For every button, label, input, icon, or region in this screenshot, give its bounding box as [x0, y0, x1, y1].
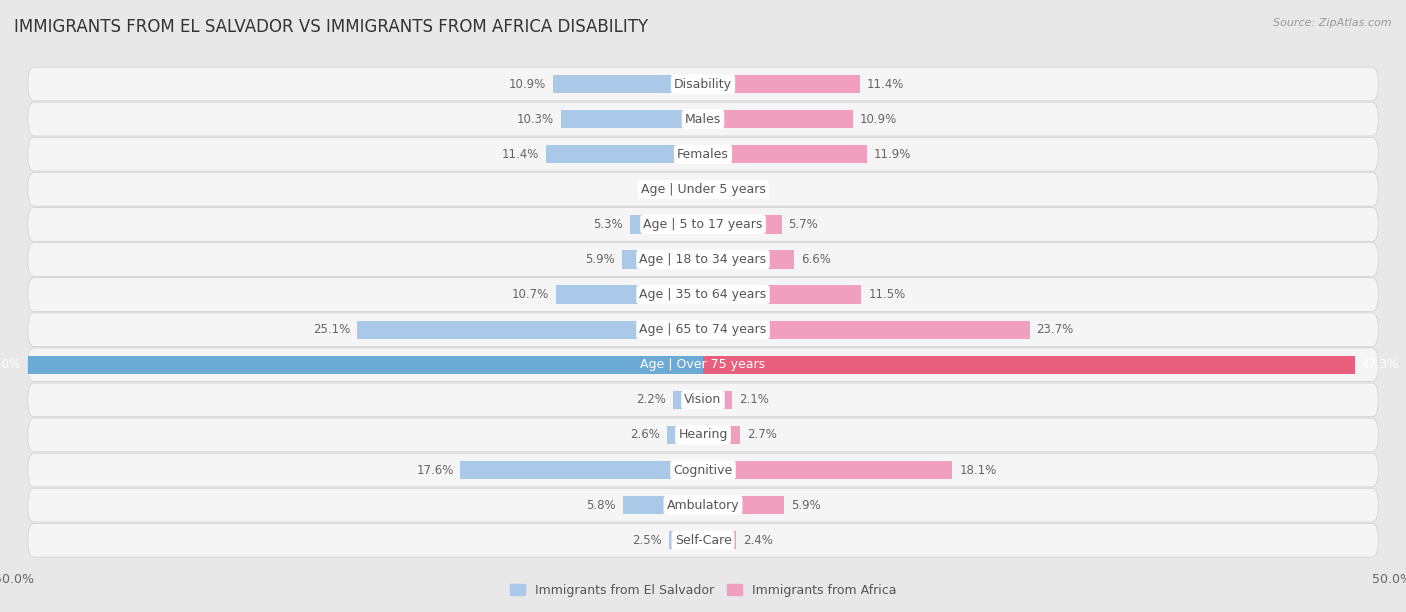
- Text: 23.7%: 23.7%: [1036, 323, 1074, 336]
- Text: 10.3%: 10.3%: [517, 113, 554, 125]
- Text: 5.8%: 5.8%: [586, 499, 616, 512]
- Text: 2.6%: 2.6%: [630, 428, 661, 441]
- FancyBboxPatch shape: [28, 102, 1378, 136]
- Bar: [621, 250, 703, 269]
- Bar: [703, 356, 1355, 374]
- Text: Females: Females: [678, 147, 728, 161]
- Text: Source: ZipAtlas.com: Source: ZipAtlas.com: [1274, 18, 1392, 28]
- Text: Cognitive: Cognitive: [673, 463, 733, 477]
- Text: 11.4%: 11.4%: [502, 147, 538, 161]
- Text: Vision: Vision: [685, 394, 721, 406]
- Bar: [669, 531, 703, 550]
- Text: 11.5%: 11.5%: [869, 288, 905, 301]
- Text: IMMIGRANTS FROM EL SALVADOR VS IMMIGRANTS FROM AFRICA DISABILITY: IMMIGRANTS FROM EL SALVADOR VS IMMIGRANT…: [14, 18, 648, 36]
- Text: 2.5%: 2.5%: [631, 534, 662, 547]
- FancyBboxPatch shape: [28, 137, 1378, 171]
- FancyBboxPatch shape: [28, 383, 1378, 417]
- Text: 25.1%: 25.1%: [314, 323, 350, 336]
- Text: 10.9%: 10.9%: [509, 78, 546, 91]
- Text: Disability: Disability: [673, 78, 733, 91]
- Bar: [561, 110, 703, 129]
- Text: Self-Care: Self-Care: [675, 534, 731, 547]
- Bar: [555, 285, 703, 304]
- Bar: [703, 250, 794, 269]
- Bar: [703, 215, 782, 234]
- Text: Age | 18 to 34 years: Age | 18 to 34 years: [640, 253, 766, 266]
- FancyBboxPatch shape: [28, 313, 1378, 346]
- Bar: [357, 321, 703, 339]
- Text: 5.3%: 5.3%: [593, 218, 623, 231]
- Bar: [703, 145, 868, 163]
- Text: 2.4%: 2.4%: [742, 534, 773, 547]
- FancyBboxPatch shape: [28, 242, 1378, 277]
- Bar: [703, 496, 785, 514]
- Bar: [668, 426, 703, 444]
- Bar: [630, 215, 703, 234]
- Bar: [703, 110, 853, 129]
- Text: Age | Over 75 years: Age | Over 75 years: [641, 358, 765, 371]
- Bar: [688, 180, 703, 198]
- FancyBboxPatch shape: [28, 418, 1378, 452]
- Text: 2.7%: 2.7%: [747, 428, 778, 441]
- Text: 49.0%: 49.0%: [0, 358, 21, 371]
- Text: 10.9%: 10.9%: [860, 113, 897, 125]
- Text: 18.1%: 18.1%: [959, 463, 997, 477]
- Text: Age | Under 5 years: Age | Under 5 years: [641, 183, 765, 196]
- Text: Males: Males: [685, 113, 721, 125]
- Text: Age | 35 to 64 years: Age | 35 to 64 years: [640, 288, 766, 301]
- Text: 5.9%: 5.9%: [585, 253, 614, 266]
- Text: 17.6%: 17.6%: [416, 463, 454, 477]
- Bar: [703, 390, 733, 409]
- Text: Hearing: Hearing: [678, 428, 728, 441]
- Bar: [703, 426, 740, 444]
- Bar: [553, 75, 703, 93]
- Text: 11.9%: 11.9%: [875, 147, 911, 161]
- Text: 47.3%: 47.3%: [1361, 358, 1399, 371]
- Text: Age | 65 to 74 years: Age | 65 to 74 years: [640, 323, 766, 336]
- Bar: [623, 496, 703, 514]
- Text: 2.1%: 2.1%: [738, 394, 769, 406]
- FancyBboxPatch shape: [28, 67, 1378, 101]
- FancyBboxPatch shape: [28, 488, 1378, 522]
- Bar: [703, 180, 720, 198]
- Legend: Immigrants from El Salvador, Immigrants from Africa: Immigrants from El Salvador, Immigrants …: [505, 579, 901, 602]
- Bar: [461, 461, 703, 479]
- FancyBboxPatch shape: [28, 453, 1378, 487]
- Text: 11.4%: 11.4%: [868, 78, 904, 91]
- Text: 6.6%: 6.6%: [801, 253, 831, 266]
- FancyBboxPatch shape: [28, 278, 1378, 312]
- FancyBboxPatch shape: [28, 173, 1378, 206]
- Bar: [703, 75, 860, 93]
- FancyBboxPatch shape: [28, 348, 1378, 382]
- FancyBboxPatch shape: [28, 207, 1378, 241]
- Bar: [703, 285, 862, 304]
- Bar: [546, 145, 703, 163]
- FancyBboxPatch shape: [28, 523, 1378, 557]
- Text: 2.2%: 2.2%: [636, 394, 666, 406]
- Text: 5.7%: 5.7%: [789, 218, 818, 231]
- Bar: [703, 461, 952, 479]
- Bar: [672, 390, 703, 409]
- Bar: [28, 356, 703, 374]
- Text: 1.1%: 1.1%: [651, 183, 681, 196]
- Bar: [703, 531, 737, 550]
- Text: 10.7%: 10.7%: [512, 288, 548, 301]
- Bar: [703, 321, 1029, 339]
- Text: 5.9%: 5.9%: [792, 499, 821, 512]
- Text: Age | 5 to 17 years: Age | 5 to 17 years: [644, 218, 762, 231]
- Text: Ambulatory: Ambulatory: [666, 499, 740, 512]
- Text: 1.2%: 1.2%: [727, 183, 756, 196]
